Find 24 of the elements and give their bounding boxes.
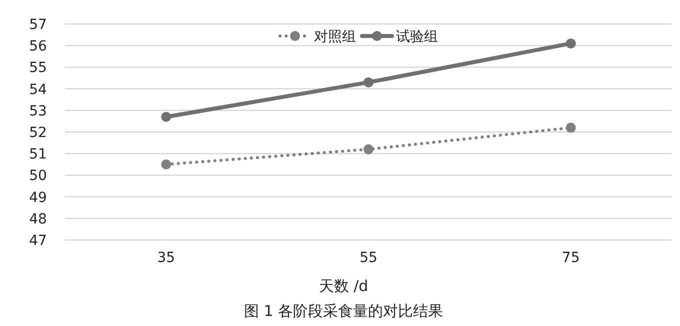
y-tick-label: 55 xyxy=(29,60,47,76)
x-axis-title: 天数 /d xyxy=(318,277,368,295)
y-tick-label: 48 xyxy=(29,211,47,228)
y-tick-label: 49 xyxy=(29,190,47,206)
x-tick-label: 75 xyxy=(562,250,580,266)
x-tick-label: 35 xyxy=(157,250,176,266)
y-tick-label: 57 xyxy=(29,17,47,33)
point xyxy=(161,112,172,122)
y-tick-label: 53 xyxy=(29,103,47,120)
y-tick-label: 54 xyxy=(29,82,47,98)
point xyxy=(566,122,576,133)
point xyxy=(364,144,374,154)
y-tick-label: 50 xyxy=(29,168,47,184)
x-tick-label: 55 xyxy=(360,250,378,266)
y-tick-label: 56 xyxy=(29,38,47,55)
y-tick-label: 51 xyxy=(29,146,47,163)
legend-label: 对照组 xyxy=(314,29,356,45)
point xyxy=(566,38,576,48)
point xyxy=(161,159,172,170)
y-tick-label: 47 xyxy=(29,233,47,249)
text: 图 1 各阶段采食量的对比结果 xyxy=(244,302,444,320)
y-tick-label: 52 xyxy=(29,125,47,141)
point xyxy=(364,77,374,88)
legend-label: 试验组 xyxy=(396,29,438,45)
